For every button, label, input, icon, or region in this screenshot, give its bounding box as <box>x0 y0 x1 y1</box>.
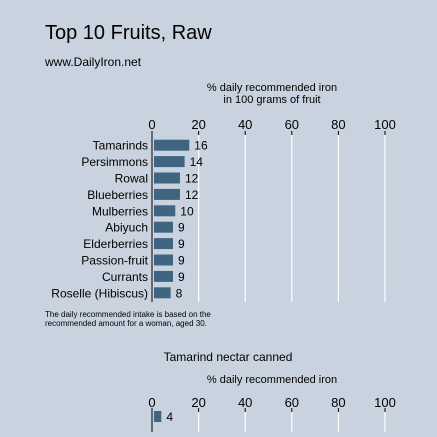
main-bar-value-5: 9 <box>178 221 185 235</box>
main-bar-value-1: 14 <box>190 155 204 169</box>
main-bar-4 <box>154 205 176 217</box>
main-bar-9 <box>154 287 171 299</box>
main-tick-label-100: 100 <box>374 117 396 132</box>
main-bar-value-0: 16 <box>194 139 208 153</box>
main-bar-2 <box>154 172 180 184</box>
main-category-label-4: Mulberries <box>92 204 148 218</box>
main-category-label-7: Passion-fruit <box>81 254 148 268</box>
main-bar-value-3: 12 <box>185 188 199 202</box>
nectar-tick-label-20: 20 <box>191 395 205 410</box>
footnote-line-2: recommended amount for a woman, aged 30. <box>45 319 207 328</box>
secondary-bar-chart: % daily recommended iron Tamarind nectar … <box>148 350 396 432</box>
main-bar-7 <box>154 254 173 266</box>
nectar-tick-label-60: 60 <box>285 395 299 410</box>
nectar-tick-label-100: 100 <box>374 395 396 410</box>
nectar-axis-title-line-1: % daily recommended iron <box>207 374 337 386</box>
main-tick-label-60: 60 <box>285 117 299 132</box>
main-bar-6 <box>154 238 173 250</box>
main-category-label-5: Abiyuch <box>105 221 148 235</box>
nectar-tick-label-0: 0 <box>148 395 155 410</box>
main-bar-value-2: 12 <box>185 172 199 186</box>
footnote-line-1: The daily recommended intake is based on… <box>45 310 211 319</box>
page-title: Top 10 Fruits, Raw <box>45 22 212 44</box>
main-category-label-3: Blueberries <box>87 188 148 202</box>
main-category-label-6: Elderberries <box>83 237 148 251</box>
website-label: www.DailyIron.net <box>45 55 142 69</box>
main-tick-label-80: 80 <box>331 117 345 132</box>
main-bar-0 <box>154 139 190 151</box>
main-axis-title-line-2: in 100 grams of fruit <box>223 94 320 106</box>
nectar-bar-value-0: 4 <box>166 410 173 424</box>
nectar-tick-label-40: 40 <box>238 395 252 410</box>
main-bar-value-9: 8 <box>176 286 183 300</box>
main-tick-label-20: 20 <box>191 117 205 132</box>
main-bar-value-6: 9 <box>178 237 185 251</box>
main-category-label-1: Persimmons <box>81 155 148 169</box>
main-tick-label-0: 0 <box>148 117 155 132</box>
main-bar-5 <box>154 221 173 233</box>
main-category-label-8: Currants <box>102 270 148 284</box>
main-bar-1 <box>154 156 185 168</box>
main-bar-value-7: 9 <box>178 254 185 268</box>
footnote: The daily recommended intake is based on… <box>45 310 211 328</box>
main-category-label-0: Tamarinds <box>93 139 148 153</box>
nectar-tick-label-80: 80 <box>331 395 345 410</box>
main-bar-value-4: 10 <box>180 204 194 218</box>
main-axis-title-line-1: % daily recommended iron <box>207 82 337 94</box>
nectar-bar-0 <box>154 411 162 422</box>
main-category-label-9: Roselle (Hibiscus) <box>51 286 148 300</box>
main-bar-3 <box>154 188 180 200</box>
nectar-chart-title: Tamarind nectar canned <box>164 350 293 364</box>
main-bar-8 <box>154 270 173 282</box>
main-tick-label-40: 40 <box>238 117 252 132</box>
main-bar-value-8: 9 <box>178 270 185 284</box>
main-category-label-2: Rowal <box>115 172 148 186</box>
